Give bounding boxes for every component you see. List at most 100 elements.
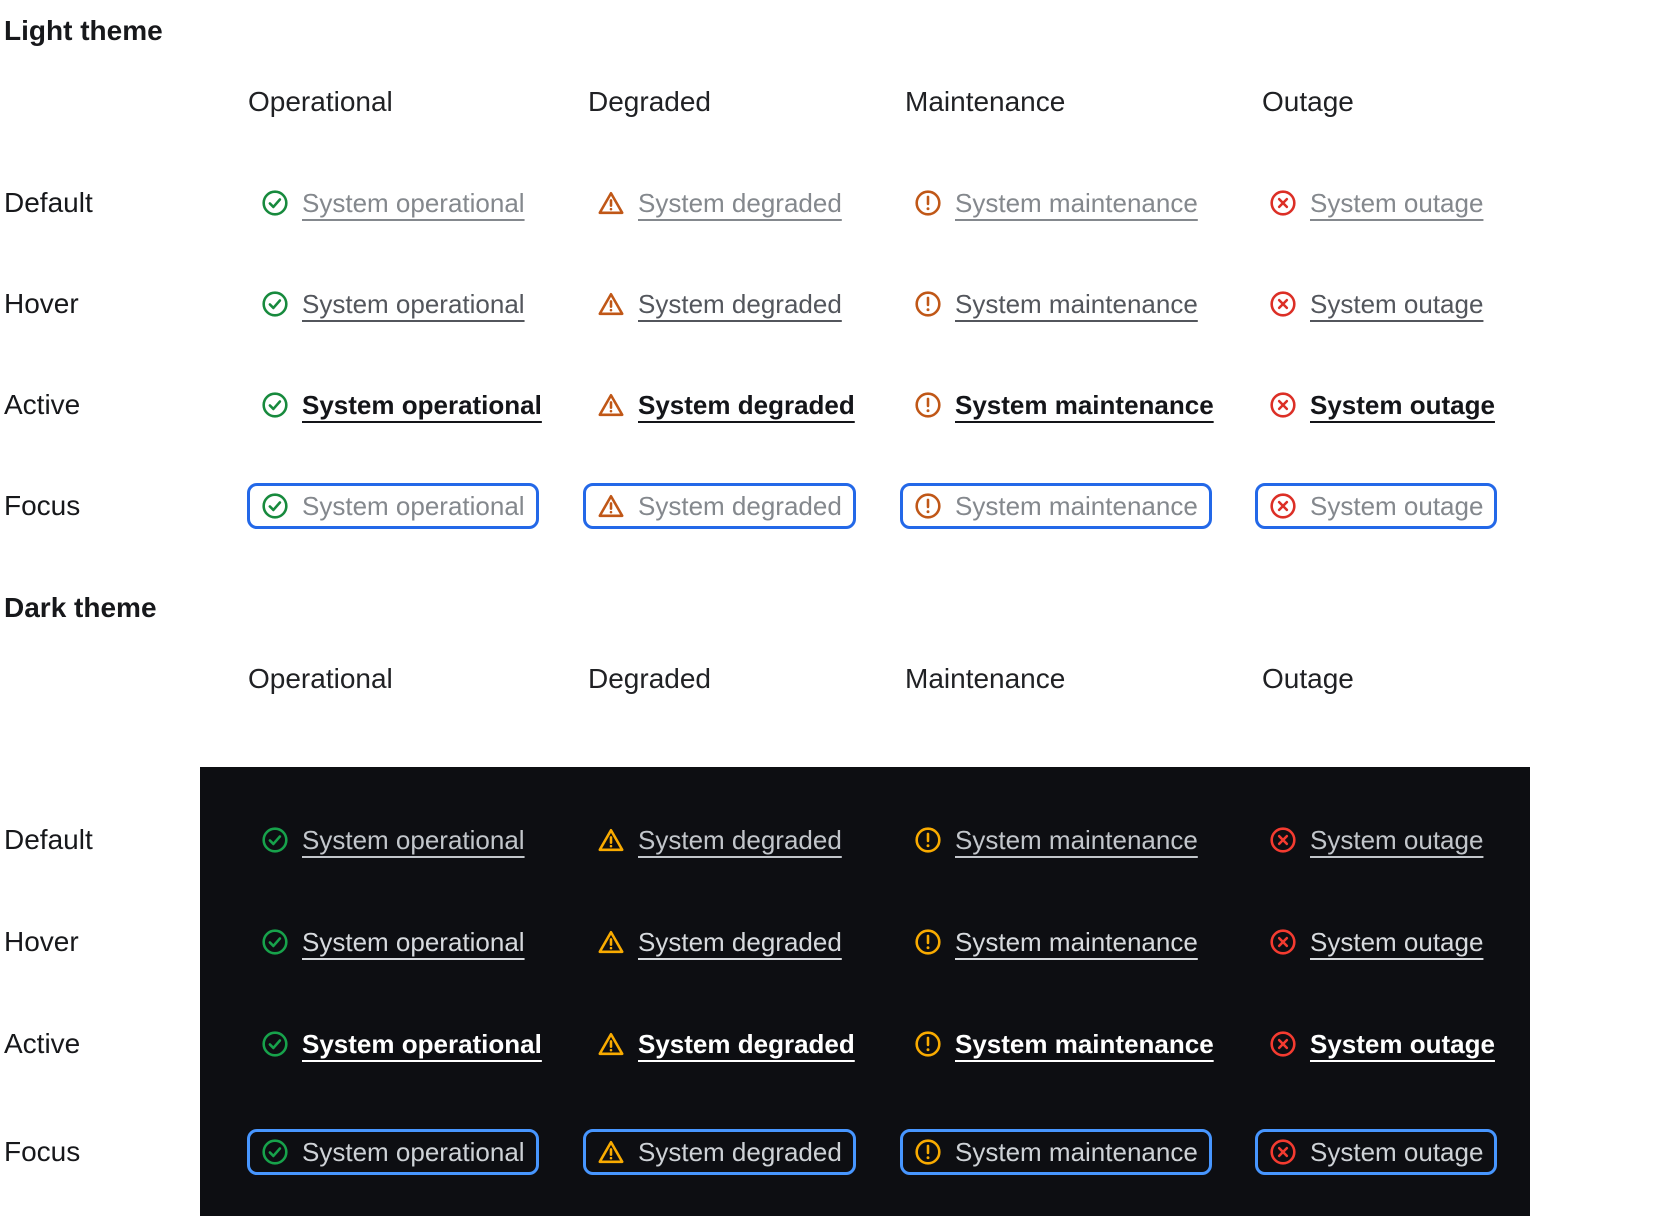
status-link-operational-focus[interactable]: System operational xyxy=(247,483,539,529)
status-link-outage-active[interactable]: System outage xyxy=(1255,1021,1509,1067)
check-circle-icon xyxy=(261,189,289,217)
status-link-label: System degraded xyxy=(638,927,842,957)
warning-triangle-icon xyxy=(597,189,625,217)
status-link-operational-active[interactable]: System operational xyxy=(247,382,556,428)
row-label-focus: Focus xyxy=(4,490,81,521)
column-header-maintenance: Maintenance xyxy=(905,663,1066,694)
x-circle-icon xyxy=(1269,492,1297,520)
status-link-label: System degraded xyxy=(638,289,842,319)
warning-triangle-icon xyxy=(597,1138,625,1166)
status-link-maintenance-focus[interactable]: System maintenance xyxy=(900,483,1212,529)
status-link-label: System maintenance xyxy=(955,1137,1198,1167)
status-link-outage-hover[interactable]: System outage xyxy=(1255,281,1497,327)
status-link-label: System operational xyxy=(302,927,525,957)
x-circle-icon xyxy=(1269,391,1297,419)
column-header-degraded: Degraded xyxy=(588,663,711,694)
alert-circle-icon xyxy=(914,290,942,318)
status-link-label: System maintenance xyxy=(955,491,1198,521)
alert-circle-icon xyxy=(914,391,942,419)
status-link-operational-active[interactable]: System operational xyxy=(247,1021,556,1067)
status-link-outage-focus[interactable]: System outage xyxy=(1255,1129,1498,1175)
status-link-label: System operational xyxy=(302,289,525,319)
x-circle-icon xyxy=(1269,1138,1297,1166)
dark-default-row: Default System operational System degrad… xyxy=(0,812,1672,868)
alert-circle-icon xyxy=(914,492,942,520)
status-link-label: System maintenance xyxy=(955,927,1198,957)
x-circle-icon xyxy=(1269,189,1297,217)
column-header-outage: Outage xyxy=(1262,663,1354,694)
column-header-degraded: Degraded xyxy=(588,86,711,117)
status-link-operational-focus[interactable]: System operational xyxy=(247,1129,539,1175)
status-link-label: System outage xyxy=(1310,1029,1495,1059)
light-default-row: Default System operational System degrad… xyxy=(0,175,1672,231)
status-link-maintenance-hover[interactable]: System maintenance xyxy=(900,281,1212,327)
status-link-maintenance-hover[interactable]: System maintenance xyxy=(900,919,1212,965)
column-header-outage: Outage xyxy=(1262,86,1354,117)
status-link-maintenance-default[interactable]: System maintenance xyxy=(900,180,1212,226)
dark-active-row: Active System operational System degrade… xyxy=(0,1016,1672,1072)
status-link-maintenance-active[interactable]: System maintenance xyxy=(900,382,1228,428)
status-link-maintenance-default[interactable]: System maintenance xyxy=(900,817,1212,863)
column-header-operational: Operational xyxy=(248,86,393,117)
status-link-label: System maintenance xyxy=(955,1029,1214,1059)
status-link-degraded-default[interactable]: System degraded xyxy=(583,180,856,226)
dark-focus-row: Focus System operational System degraded… xyxy=(0,1124,1672,1180)
status-link-label: System maintenance xyxy=(955,390,1214,420)
status-link-label: System degraded xyxy=(638,825,842,855)
status-link-label: System degraded xyxy=(638,491,842,521)
status-link-label: System degraded xyxy=(638,188,842,218)
warning-triangle-icon xyxy=(597,928,625,956)
x-circle-icon xyxy=(1269,928,1297,956)
status-link-label: System outage xyxy=(1310,289,1484,319)
row-label-focus: Focus xyxy=(4,1136,81,1167)
light-hover-row: Hover System operational System degraded… xyxy=(0,276,1672,332)
alert-circle-icon xyxy=(914,928,942,956)
status-link-maintenance-active[interactable]: System maintenance xyxy=(900,1021,1228,1067)
status-link-label: System operational xyxy=(302,188,525,218)
status-link-label: System outage xyxy=(1310,188,1484,218)
x-circle-icon xyxy=(1269,290,1297,318)
status-link-degraded-focus[interactable]: System degraded xyxy=(583,1129,856,1175)
status-link-label: System degraded xyxy=(638,390,855,420)
dark-theme-heading: Dark theme xyxy=(4,592,157,623)
status-link-outage-active[interactable]: System outage xyxy=(1255,382,1509,428)
warning-triangle-icon xyxy=(597,290,625,318)
status-link-degraded-hover[interactable]: System degraded xyxy=(583,281,856,327)
status-link-degraded-hover[interactable]: System degraded xyxy=(583,919,856,965)
status-link-outage-default[interactable]: System outage xyxy=(1255,180,1497,226)
status-link-label: System operational xyxy=(302,1029,542,1059)
status-link-outage-focus[interactable]: System outage xyxy=(1255,483,1498,529)
alert-circle-icon xyxy=(914,189,942,217)
row-label-hover: Hover xyxy=(4,288,79,319)
status-link-degraded-default[interactable]: System degraded xyxy=(583,817,856,863)
alert-circle-icon xyxy=(914,826,942,854)
status-link-operational-hover[interactable]: System operational xyxy=(247,919,539,965)
status-link-label: System degraded xyxy=(638,1137,842,1167)
row-label-default: Default xyxy=(4,187,93,218)
status-link-label: System operational xyxy=(302,1137,525,1167)
status-link-label: System degraded xyxy=(638,1029,855,1059)
row-label-hover: Hover xyxy=(4,926,79,957)
status-link-label: System maintenance xyxy=(955,825,1198,855)
status-link-outage-default[interactable]: System outage xyxy=(1255,817,1497,863)
status-link-label: System outage xyxy=(1310,491,1484,521)
warning-triangle-icon xyxy=(597,492,625,520)
status-link-operational-hover[interactable]: System operational xyxy=(247,281,539,327)
x-circle-icon xyxy=(1269,826,1297,854)
status-link-operational-default[interactable]: System operational xyxy=(247,817,539,863)
check-circle-icon xyxy=(261,1138,289,1166)
status-link-degraded-active[interactable]: System degraded xyxy=(583,382,869,428)
row-label-active: Active xyxy=(4,1028,81,1059)
status-link-outage-hover[interactable]: System outage xyxy=(1255,919,1497,965)
warning-triangle-icon xyxy=(597,1030,625,1058)
status-link-degraded-active[interactable]: System degraded xyxy=(583,1021,869,1067)
status-link-degraded-focus[interactable]: System degraded xyxy=(583,483,856,529)
check-circle-icon xyxy=(261,391,289,419)
status-link-label: System outage xyxy=(1310,927,1484,957)
check-circle-icon xyxy=(261,928,289,956)
x-circle-icon xyxy=(1269,1030,1297,1058)
status-link-operational-default[interactable]: System operational xyxy=(247,180,539,226)
status-link-maintenance-focus[interactable]: System maintenance xyxy=(900,1129,1212,1175)
column-header-operational: Operational xyxy=(248,663,393,694)
